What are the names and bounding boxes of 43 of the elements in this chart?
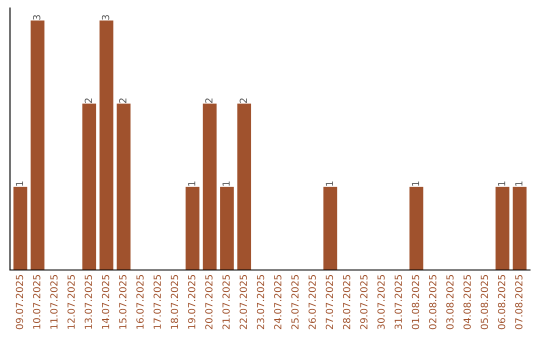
data-label: 2 — [240, 98, 247, 103]
x-tick-label: 30.07.2025 — [377, 275, 385, 330]
x-tick-label: 16.07.2025 — [136, 275, 144, 329]
x-tick-label: 05.08.2025 — [480, 275, 488, 330]
data-label: 3 — [102, 15, 110, 20]
x-tick-label: 19.07.2025 — [188, 275, 196, 329]
x-tick-label: 20.07.2025 — [205, 275, 213, 330]
data-label: 1 — [498, 182, 506, 186]
x-tick-label: 25.07.2025 — [291, 275, 299, 330]
data-label: 1 — [515, 182, 522, 186]
data-label: 1 — [16, 182, 24, 186]
x-tick-label: 02.08.2025 — [429, 275, 436, 330]
data-label: 3 — [33, 15, 40, 20]
x-tick-label: 15.07.2025 — [119, 275, 126, 329]
x-tick-label: 04.08.2025 — [463, 275, 471, 330]
x-tick-label: 11.07.2025 — [50, 275, 58, 329]
x-tick-label: 09.07.2025 — [16, 275, 24, 330]
x-tick-label: 22.07.2025 — [240, 275, 247, 330]
data-label: 1 — [188, 182, 196, 186]
data-label: 1 — [222, 182, 230, 186]
x-tick-label: 21.07.2025 — [222, 275, 230, 330]
data-label: 2 — [205, 98, 212, 103]
x-tick-label: 26.07.2025 — [308, 275, 316, 330]
x-tick-label: 23.07.2025 — [256, 275, 264, 330]
data-label: 2 — [84, 98, 92, 103]
x-tick-label: 27.07.2025 — [326, 275, 334, 330]
x-tick-label: 06.08.2025 — [498, 275, 506, 330]
x-tick-label: 14.07.2025 — [102, 275, 110, 329]
x-tick-label: 24.07.2025 — [274, 275, 282, 330]
x-tick-label: 29.07.2025 — [360, 275, 368, 330]
data-label: 1 — [326, 182, 333, 186]
x-tick-label: 13.07.2025 — [84, 275, 92, 329]
x-tick-label: 01.08.2025 — [412, 275, 420, 330]
x-tick-label: 12.07.2025 — [67, 275, 75, 329]
x-tick-label: 18.07.2025 — [170, 275, 178, 329]
x-tick-label: 03.08.2025 — [446, 275, 454, 330]
x-tick-label: 07.08.2025 — [515, 275, 522, 330]
x-tick-label: 17.07.2025 — [154, 275, 161, 329]
x-tick-label: 31.07.2025 — [394, 275, 402, 330]
data-label: 1 — [412, 182, 420, 186]
x-tick-label: 10.07.2025 — [33, 275, 40, 329]
x-tick-label: 28.07.2025 — [342, 275, 350, 330]
data-label: 2 — [119, 98, 126, 103]
